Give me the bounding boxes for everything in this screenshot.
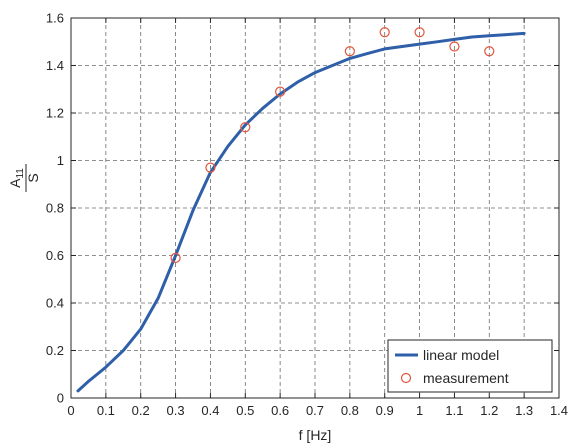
x-axis-ticks: 0 0.1 0.2 0.3 0.4 0.5 0.6 0.7 0.8 0.9 1 1.1 1.2 1.3 1.…	[67, 18, 568, 418]
y-label-numerator-text: A	[7, 178, 23, 188]
x-tick-label: 0.3	[167, 403, 185, 418]
y-tick-label: 0.6	[46, 248, 64, 263]
linear-model-line	[76, 31, 526, 393]
legend-label-measurement: measurement	[423, 370, 509, 386]
x-tick-label: 0.8	[341, 403, 359, 418]
legend-label-linear-model: linear model	[423, 347, 499, 363]
y-tick-label: 0.4	[46, 296, 64, 311]
measurement-point	[170, 252, 181, 263]
x-axis-label: f [Hz]	[299, 427, 332, 443]
x-tick-label: 0.4	[201, 403, 219, 418]
x-tick-label: 0.7	[306, 403, 324, 418]
legend-box	[387, 339, 553, 393]
y-axis-label-denominator: S	[25, 173, 41, 182]
x-tick-label: 1.2	[480, 403, 498, 418]
y-axis-ticks: 0 0.2 0.4 0.6 0.8 1 1.2 1.4 1.6	[46, 11, 559, 406]
legend-swatch-measurement	[400, 372, 412, 384]
y-tick-label: 1.2	[46, 106, 64, 121]
series-linear-model	[76, 31, 526, 393]
x-tick-label: 0.6	[271, 403, 289, 418]
measurement-point	[414, 27, 425, 38]
y-label-numerator-subscript: 11	[15, 168, 26, 179]
measurement-point	[344, 46, 355, 57]
x-tick-label: 0.9	[376, 403, 394, 418]
x-tick-label: 0.2	[132, 403, 150, 418]
measurement-point	[275, 86, 286, 97]
measurement-point	[379, 27, 390, 38]
series-measurement	[170, 27, 495, 263]
x-tick-label: 0	[67, 403, 74, 418]
measurement-point	[240, 122, 251, 133]
x-tick-label: 0.5	[236, 403, 254, 418]
x-tick-label: 1.3	[515, 403, 533, 418]
legend: linear model measurement	[387, 339, 553, 393]
y-tick-label: 0	[57, 391, 64, 406]
x-tick-label: 0.1	[97, 403, 115, 418]
y-axis-label: A11 S	[7, 164, 41, 192]
y-tick-label: 1.4	[46, 58, 64, 73]
measurement-point	[449, 41, 460, 52]
y-tick-label: 1.6	[46, 11, 64, 26]
grid	[71, 18, 559, 398]
y-tick-label: 0.2	[46, 343, 64, 358]
x-tick-label: 1.4	[550, 403, 568, 418]
measurement-point	[484, 46, 495, 57]
x-tick-label: 1	[416, 403, 423, 418]
y-axis-label-numerator: A11	[7, 168, 26, 188]
y-tick-label: 0.8	[46, 201, 64, 216]
x-tick-label: 1.1	[445, 403, 463, 418]
y-tick-label: 1	[57, 153, 64, 168]
measurement-point	[205, 162, 216, 173]
